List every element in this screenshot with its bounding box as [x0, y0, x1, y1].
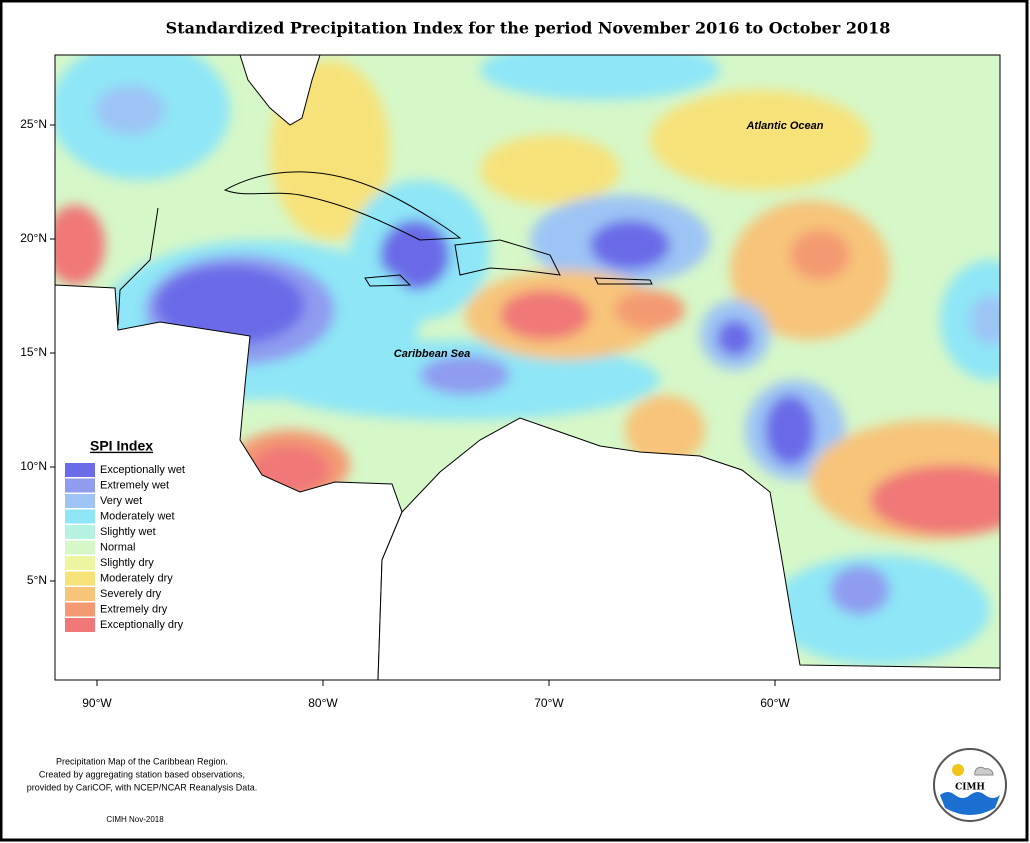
spi-region — [770, 555, 990, 665]
legend-swatch — [65, 525, 95, 539]
spi-region — [765, 395, 815, 465]
spi-region — [380, 220, 450, 290]
lat-label: 10°N — [20, 459, 47, 473]
footer-date: CIMH Nov-2018 — [106, 815, 164, 824]
legend: SPI Index Exceptionally wet Extremely wet… — [65, 438, 185, 632]
spi-region — [95, 85, 165, 135]
lon-label: 70°W — [534, 696, 564, 710]
legend-swatch — [65, 571, 95, 586]
place-label: Caribbean Sea — [394, 348, 470, 360]
lat-label: 5°N — [27, 573, 47, 587]
legend-label: Very wet — [100, 495, 142, 507]
lat-label: 25°N — [20, 117, 47, 131]
spi-region — [55, 205, 105, 285]
spi-region — [615, 290, 685, 330]
legend-swatch — [65, 618, 95, 632]
spi-region — [480, 55, 720, 100]
legend-swatch — [65, 509, 95, 524]
lon-label: 90°W — [82, 696, 112, 710]
lat-label: 20°N — [20, 231, 47, 245]
spi-region — [155, 265, 305, 345]
footnote: provided by CariCOF, with NCEP/NCAR Rean… — [27, 782, 258, 792]
legend-swatch — [65, 556, 95, 570]
legend-swatch — [65, 540, 95, 555]
legend-label: Extremely dry — [100, 603, 168, 615]
map — [55, 55, 1000, 680]
logo-text: CIMH — [955, 783, 985, 793]
spi-region — [830, 565, 890, 615]
spi-region — [625, 395, 705, 465]
place-label: Atlantic Ocean — [745, 120, 823, 132]
spi-region — [970, 295, 1000, 345]
spi-region — [480, 135, 620, 205]
spi-region — [420, 355, 510, 395]
spi-region — [500, 290, 590, 340]
legend-swatch — [65, 463, 95, 477]
legend-label: Slightly dry — [100, 557, 154, 569]
spi-region — [870, 465, 1000, 535]
legend-label: Exceptionally wet — [100, 464, 185, 476]
logo: CIMH — [933, 748, 1007, 822]
legend-label: Severely dry — [100, 588, 162, 600]
legend-label: Extremely wet — [100, 479, 169, 491]
title: Standardized Precipitation Index for the… — [166, 19, 891, 38]
legend-label: Moderately wet — [100, 510, 175, 522]
spi-region — [650, 90, 870, 190]
footnote: Created by aggregating station based obs… — [39, 769, 245, 779]
legend-swatch — [65, 602, 95, 617]
lon-label: 80°W — [308, 696, 338, 710]
legend-title: SPI Index — [90, 438, 153, 454]
footnote: Precipitation Map of the Caribbean Regio… — [56, 756, 228, 766]
spi-region — [717, 320, 753, 356]
legend-swatch — [65, 494, 95, 508]
lon-label: 60°W — [760, 696, 790, 710]
spi-region — [790, 230, 850, 280]
lat-label: 15°N — [20, 345, 47, 359]
legend-swatch — [65, 478, 95, 493]
legend-label: Slightly wet — [100, 526, 156, 538]
legend-swatch — [65, 587, 95, 601]
legend-label: Exceptionally dry — [100, 619, 184, 631]
legend-label: Normal — [100, 541, 135, 553]
spi-region — [590, 220, 670, 270]
legend-label: Moderately dry — [100, 572, 173, 584]
map-border — [54, 54, 1001, 681]
